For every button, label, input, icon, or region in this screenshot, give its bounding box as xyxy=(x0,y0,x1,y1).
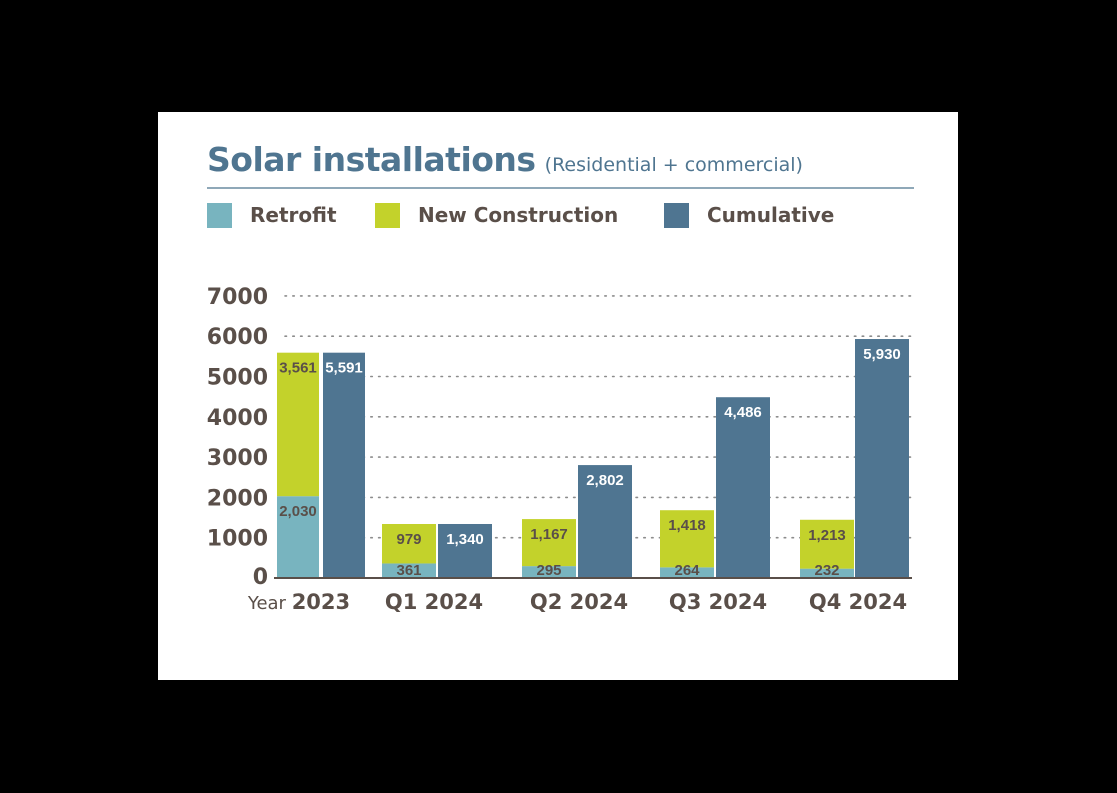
bar-new-construction xyxy=(382,523,436,564)
x-category-label: Q4 2024 xyxy=(809,590,907,614)
data-label-retrofit: 264 xyxy=(674,562,700,579)
data-label-retrofit: 361 xyxy=(396,562,421,579)
data-label-new-construction: 3,561 xyxy=(279,360,317,377)
bar-new-construction xyxy=(522,519,576,567)
chart-card: Solar installations (Residential + comme… xyxy=(158,112,958,680)
data-label-retrofit: 232 xyxy=(814,562,839,579)
data-label-cumulative: 5,591 xyxy=(325,360,363,377)
legend-swatch-new-construction xyxy=(375,202,400,228)
chart-subtitle: (Residential + commercial) xyxy=(544,154,803,176)
legend-item-retrofit: Retrofit xyxy=(207,202,337,228)
bar-cumulative xyxy=(578,465,632,578)
legend-item-cumulative: Cumulative xyxy=(664,202,834,228)
y-tick-label: 6000 xyxy=(207,325,268,350)
title-divider xyxy=(207,187,914,189)
x-category-label: Q2 2024 xyxy=(530,590,628,614)
legend-label-new-construction: New Construction xyxy=(418,203,619,227)
y-tick-label: 3000 xyxy=(207,446,268,471)
x-category-label: Year 2023 xyxy=(247,590,350,614)
y-tick-label: 4000 xyxy=(207,406,268,431)
data-label-retrofit: 2,030 xyxy=(279,503,317,520)
bar-new-construction xyxy=(800,519,854,569)
bar-cumulative xyxy=(438,523,492,578)
y-tick-label: 5000 xyxy=(207,366,268,391)
bar-retrofit xyxy=(522,566,576,578)
data-label-retrofit: 295 xyxy=(536,562,561,579)
data-label-cumulative: 2,802 xyxy=(586,472,624,489)
x-category-label: Q1 2024 xyxy=(385,590,483,614)
y-tick-label: 2000 xyxy=(207,486,268,511)
legend-item-new-construction: New Construction xyxy=(375,202,618,228)
y-tick-label: 7000 xyxy=(207,285,268,310)
bar-cumulative xyxy=(323,352,365,578)
bar-retrofit xyxy=(800,568,854,578)
bar-retrofit xyxy=(660,567,714,578)
legend-label-retrofit: Retrofit xyxy=(250,203,337,227)
data-label-new-construction: 1,213 xyxy=(808,527,846,544)
data-label-new-construction: 1,418 xyxy=(668,517,706,534)
legend-swatch-cumulative xyxy=(664,202,689,228)
data-label-cumulative: 4,486 xyxy=(724,404,762,421)
y-tick-label: 0 xyxy=(253,565,268,590)
data-label-new-construction: 1,167 xyxy=(530,526,568,543)
bar-new-construction xyxy=(660,510,714,568)
legend-swatch-retrofit xyxy=(207,202,232,228)
chart-title-row: Solar installations (Residential + comme… xyxy=(207,140,803,179)
y-tick-label: 1000 xyxy=(207,527,268,552)
x-category-label: Q3 2024 xyxy=(669,590,767,614)
data-label-cumulative: 1,340 xyxy=(446,531,484,548)
bar-new-construction xyxy=(277,352,319,497)
data-label-new-construction: 979 xyxy=(396,531,421,548)
bar-cumulative xyxy=(855,339,909,578)
bar-retrofit xyxy=(382,563,436,578)
x-category-year: 2023 xyxy=(292,590,350,614)
x-category-prefix: Year xyxy=(247,593,292,614)
bar-chart: 0 1000 2000 3000 4000 5000 6000 7000 2,030 3,561 5… xyxy=(207,285,915,614)
legend-label-cumulative: Cumulative xyxy=(707,203,835,227)
chart-title: Solar installations xyxy=(207,140,536,179)
bar-retrofit xyxy=(277,496,319,578)
data-label-cumulative: 5,930 xyxy=(863,346,901,363)
bar-cumulative xyxy=(716,397,770,578)
